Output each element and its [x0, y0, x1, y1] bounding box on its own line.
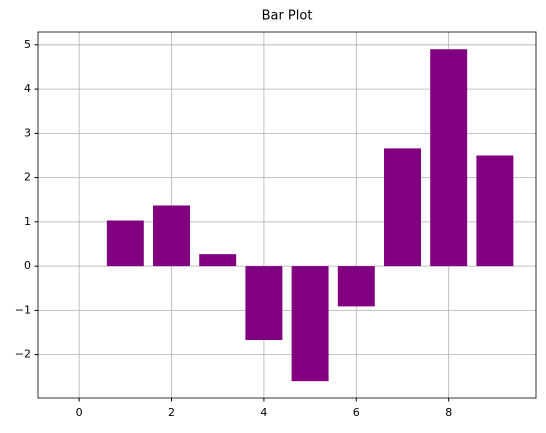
y-tick-label: −2 — [15, 348, 31, 361]
x-tick-label: 4 — [260, 406, 267, 419]
bar — [384, 148, 421, 267]
bar — [430, 49, 468, 267]
plot-frame — [37, 31, 537, 399]
bar — [153, 205, 190, 267]
chart-title: Bar Plot — [262, 9, 313, 24]
y-tick-label: 3 — [24, 126, 31, 139]
bar — [337, 266, 375, 307]
x-tick-label: 6 — [353, 406, 360, 419]
y-tick-label: 2 — [24, 171, 31, 184]
bar — [245, 266, 283, 341]
x-tick-label: 2 — [168, 406, 175, 419]
y-tick-label: −1 — [15, 303, 31, 316]
bar — [476, 155, 514, 267]
y-tick-label: 5 — [24, 38, 31, 51]
y-tick-label: 0 — [24, 259, 31, 272]
bar — [199, 254, 237, 267]
x-tick-label: 0 — [76, 406, 83, 419]
y-tick-label: 1 — [24, 215, 31, 228]
bar — [106, 220, 144, 267]
x-tick-label: 8 — [445, 406, 452, 419]
bar — [291, 266, 329, 382]
y-tick-label: 4 — [24, 82, 31, 95]
